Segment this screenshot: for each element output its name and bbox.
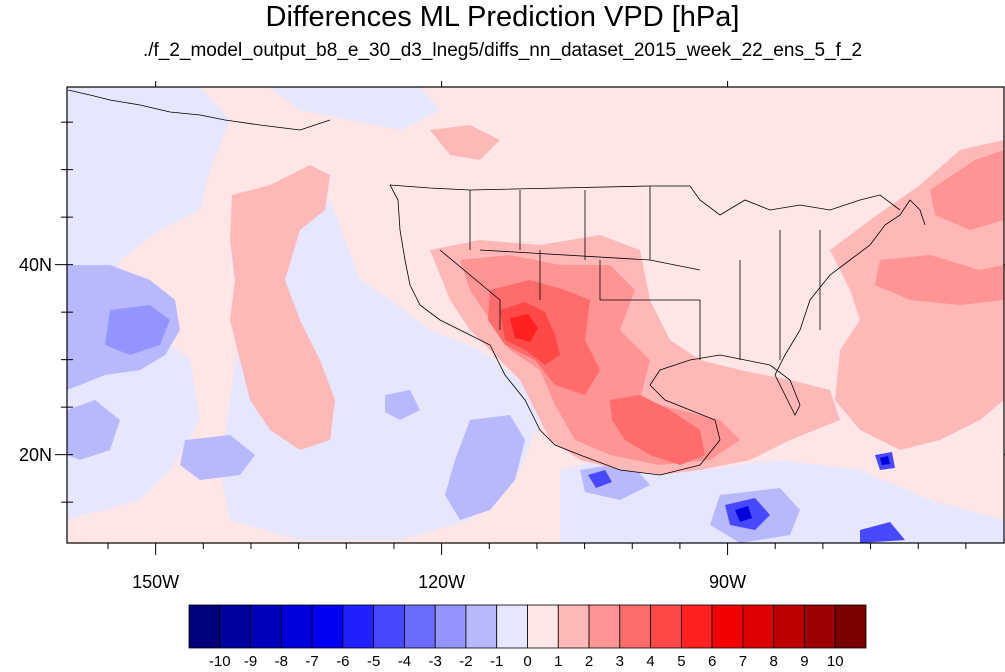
- blue-patch-west-2: [67, 400, 120, 460]
- colorbar-label: -8: [274, 653, 288, 670]
- colorbar-label: 1: [554, 653, 563, 670]
- colorbar-swatch: [342, 604, 375, 649]
- chart-subtitle: ./f_2_model_output_b8_e_30_d3_lneg5/diff…: [142, 40, 863, 61]
- colorbar-swatch: [834, 604, 867, 649]
- colorbar-label: 10: [826, 653, 844, 670]
- colorbar-label: -10: [208, 653, 231, 670]
- colorbar-label: 0: [523, 653, 532, 670]
- blue-patch-mid: [385, 390, 420, 420]
- colorbar-swatch: [773, 604, 805, 649]
- colorbar-swatch: [619, 604, 651, 649]
- red-hot-mexico: [610, 395, 705, 465]
- lon-label: 90W: [709, 572, 747, 592]
- colorbar-label: 5: [677, 653, 686, 670]
- colorbar-label: 6: [707, 653, 717, 670]
- coastlines: [67, 89, 926, 476]
- colorbar-label: -7: [305, 653, 319, 670]
- colorbar-label: -2: [459, 653, 473, 670]
- colorbar-label: 8: [769, 653, 778, 670]
- colorbar-label: -3: [428, 653, 442, 670]
- colorbar-label: 3: [615, 653, 624, 670]
- colorbar-swatch: [680, 604, 713, 649]
- lat-label: 20N: [18, 444, 52, 465]
- red-patch-atlantic: [875, 150, 1004, 305]
- colorbar-swatch: [711, 604, 744, 649]
- red-region-north-central: [430, 125, 500, 160]
- colorbar-swatch: [650, 604, 682, 649]
- colorbar-swatch: [219, 604, 251, 649]
- colorbar-swatch: [434, 604, 467, 649]
- colorbar-swatch: [527, 604, 559, 649]
- lon-label: 150W: [132, 572, 180, 592]
- lat-label: 40N: [18, 254, 52, 275]
- colorbar-swatch: [188, 604, 221, 649]
- colorbar-label: 4: [646, 653, 655, 670]
- lon-label: 120W: [418, 572, 466, 592]
- colorbar-swatch: [496, 604, 528, 649]
- map-frame: [66, 86, 1005, 544]
- blue-patch-central: [445, 415, 525, 520]
- colorbar-label: -5: [366, 653, 381, 670]
- colorbar-swatch: [250, 604, 282, 649]
- colorbar-label: -1: [490, 653, 504, 670]
- blue-patch-strong-carib: [588, 452, 905, 543]
- red-core-hottest: [510, 314, 538, 342]
- blue-region-north: [270, 87, 440, 130]
- colorbar-label: -4: [397, 653, 412, 670]
- colorbar-swatch: [280, 604, 313, 649]
- colorbar-swatch: [311, 604, 344, 649]
- colorbar-label: 9: [800, 653, 809, 670]
- colorbar-swatch: [404, 604, 436, 649]
- colorbar-label: -6: [336, 653, 350, 670]
- blue-patch-strong-west: [105, 305, 170, 355]
- colorbar-swatch: [373, 604, 405, 649]
- red-band-pacific: [230, 165, 335, 450]
- chart-title: Differences ML Prediction VPD [hPa]: [265, 1, 740, 33]
- map-ticks: [55, 81, 1005, 555]
- colorbar-label: -9: [243, 653, 258, 670]
- colorbar-label: 7: [738, 653, 748, 670]
- colorbar: [188, 604, 867, 649]
- colorbar-swatch: [465, 604, 498, 649]
- colorbar-swatch: [804, 604, 836, 649]
- colorbar-swatch: [588, 604, 621, 649]
- blue-patch-hawaii: [180, 435, 255, 480]
- colorbar-swatch: [557, 604, 590, 649]
- colorbar-label: 2: [584, 653, 594, 670]
- colorbar-swatch: [742, 604, 775, 649]
- blue-patch-deep-carib: [735, 456, 890, 522]
